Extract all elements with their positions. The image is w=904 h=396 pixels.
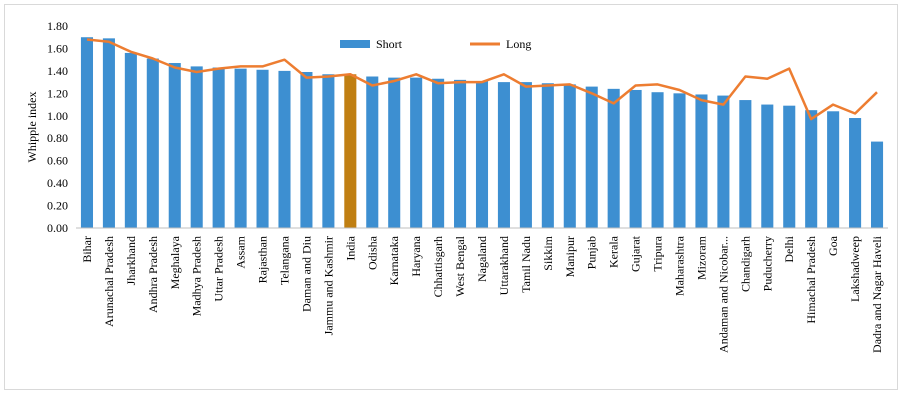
bar-short bbox=[300, 72, 313, 228]
y-tick-label: 1.80 bbox=[47, 19, 68, 33]
x-tick-label: Gujarat bbox=[629, 235, 643, 272]
bar-short bbox=[432, 78, 445, 228]
x-tick-label: India bbox=[343, 235, 357, 260]
bar-short bbox=[563, 84, 576, 228]
bar-short bbox=[234, 68, 247, 229]
x-tick-label: Rajasthan bbox=[256, 236, 270, 283]
x-tick-label: Uttar Pradesh bbox=[212, 236, 226, 302]
x-tick-label: Tripura bbox=[651, 235, 665, 271]
bar-short bbox=[585, 86, 598, 228]
x-tick-label: Odisha bbox=[365, 235, 379, 270]
bar-short bbox=[673, 93, 686, 228]
legend-label-long: Long bbox=[506, 37, 531, 51]
bar-short bbox=[475, 80, 489, 228]
x-tick-label: Chandigarh bbox=[738, 236, 752, 292]
bar-short bbox=[607, 88, 620, 228]
legend: Short Long bbox=[340, 37, 531, 51]
x-tick-label: Maharashtra bbox=[673, 235, 687, 296]
y-axis: 0.00 0.20 0.40 0.60 0.80 1.00 1.20 1.40 1.60 1.80 bbox=[47, 19, 68, 235]
x-tick-label: Manipur bbox=[563, 236, 577, 277]
x-tick-label: Nagaland bbox=[475, 236, 489, 282]
x-tick-label: West Bengal bbox=[453, 235, 467, 296]
bar-short bbox=[124, 52, 137, 228]
bar-short bbox=[388, 77, 401, 228]
x-tick-label: Arunachal Pradesh bbox=[102, 236, 116, 327]
x-tick-label: Dadra and Nagar Haveli bbox=[870, 235, 884, 353]
bar-short bbox=[454, 79, 467, 228]
bar-short bbox=[870, 141, 884, 228]
bar-short bbox=[827, 111, 840, 228]
x-tick-label: Madhya Pradesh bbox=[190, 236, 204, 316]
bar-short bbox=[344, 74, 357, 228]
y-tick-label: 0.80 bbox=[47, 131, 68, 145]
y-tick-label: 1.60 bbox=[47, 41, 68, 55]
y-axis-title: Whipple index bbox=[25, 92, 39, 163]
x-tick-label: Goa bbox=[826, 235, 840, 256]
x-tick-label: Himachal Pradesh bbox=[804, 236, 818, 324]
bar-short bbox=[410, 77, 423, 228]
bar-short bbox=[322, 74, 335, 228]
legend-label-short: Short bbox=[376, 37, 403, 51]
bar-short bbox=[651, 92, 664, 228]
x-tick-label: Mizoram bbox=[695, 235, 709, 280]
bar-short bbox=[212, 67, 225, 229]
x-tick-label: Kerala bbox=[607, 235, 621, 268]
x-tick-label: Tamil Nadu bbox=[519, 236, 533, 293]
bar-short bbox=[366, 76, 379, 228]
bar-short bbox=[278, 70, 291, 228]
bar-short bbox=[146, 58, 159, 228]
x-tick-label: Puducherry bbox=[760, 236, 774, 291]
y-tick-label: 0.20 bbox=[47, 199, 68, 213]
y-tick-label: 0.40 bbox=[47, 176, 68, 190]
x-axis: Bihar Arunachal Pradesh Jharkhand Andhra Pr… bbox=[76, 227, 888, 353]
bar-short bbox=[190, 66, 203, 229]
x-tick-label: Sikkim bbox=[541, 235, 555, 270]
y-tick-label: 0.00 bbox=[47, 221, 68, 235]
bar-short bbox=[497, 82, 510, 228]
x-tick-label: Telangana bbox=[278, 235, 292, 285]
y-tick-label: 0.60 bbox=[47, 154, 68, 168]
bar-short bbox=[805, 110, 818, 228]
x-tick-label: Punjab bbox=[585, 236, 599, 269]
x-tick-label: Haryana bbox=[409, 235, 423, 276]
bar-short bbox=[102, 38, 115, 228]
bar-short bbox=[80, 37, 94, 228]
x-tick-label: Bihar bbox=[80, 236, 94, 263]
x-tick-label: Assam bbox=[234, 235, 248, 268]
x-tick-label: Delhi bbox=[782, 235, 796, 262]
x-tick-label: Karnataka bbox=[387, 235, 401, 285]
y-tick-label: 1.40 bbox=[47, 64, 68, 78]
x-tick-label: Chhattisgarh bbox=[431, 236, 445, 297]
y-tick-label: 1.20 bbox=[47, 86, 68, 100]
bar-short bbox=[168, 63, 181, 229]
line-series-long bbox=[86, 38, 878, 121]
x-tick-label: Lakshadweep bbox=[848, 236, 862, 302]
line-long bbox=[86, 38, 878, 121]
x-tick-label: Meghalaya bbox=[168, 235, 182, 289]
x-tick-label: Andaman and Nicobar... bbox=[716, 236, 730, 353]
bar-short bbox=[761, 104, 774, 228]
bar-short bbox=[629, 89, 642, 228]
bar-short bbox=[783, 105, 796, 228]
bar-short bbox=[256, 69, 269, 229]
bar-short bbox=[717, 95, 730, 228]
bar-short bbox=[849, 118, 862, 228]
legend-swatch-short bbox=[340, 40, 370, 48]
x-tick-label: Jharkhand bbox=[124, 236, 138, 285]
bar-short bbox=[541, 83, 554, 228]
x-tick-label: Andhra Pradesh bbox=[146, 236, 160, 313]
bar-short bbox=[695, 94, 708, 228]
bar-short bbox=[519, 82, 532, 228]
y-tick-label: 1.00 bbox=[47, 109, 68, 123]
x-tick-label: Jammu and Kashmir bbox=[321, 236, 335, 335]
x-tick-label: Uttarakhand bbox=[497, 236, 511, 295]
bar-series-short bbox=[80, 37, 884, 229]
x-tick-label: Daman and Diu bbox=[299, 236, 313, 312]
bar-short bbox=[739, 100, 752, 228]
